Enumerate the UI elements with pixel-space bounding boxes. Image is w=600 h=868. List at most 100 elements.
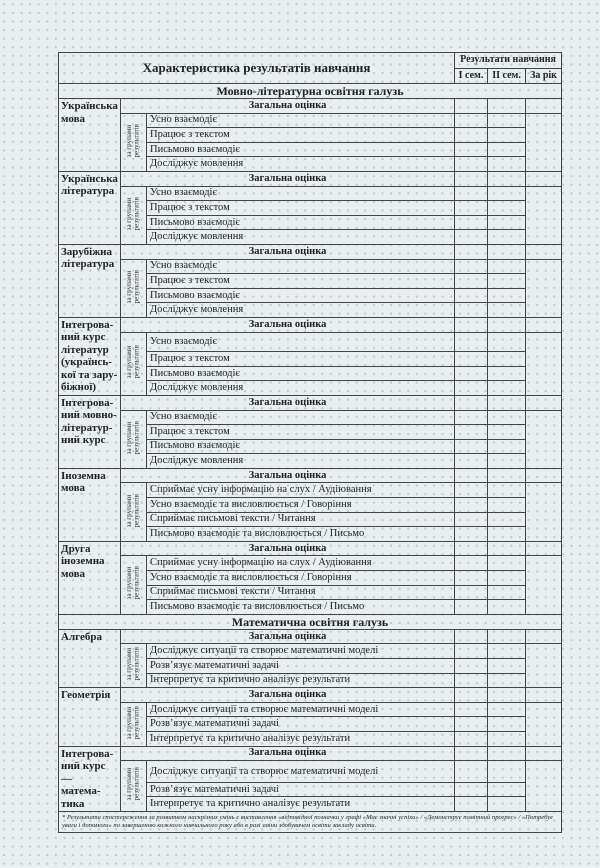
grade-cell-sem2[interactable] bbox=[487, 438, 527, 455]
grade-cell-sem2[interactable] bbox=[487, 687, 527, 703]
grade-cell-sem2[interactable] bbox=[487, 394, 527, 411]
grade-cell-sem1[interactable] bbox=[454, 716, 489, 732]
grade-cell-sem1[interactable] bbox=[454, 112, 489, 129]
grade-cell-sem1[interactable] bbox=[454, 658, 489, 674]
grade-cell-sem2[interactable] bbox=[487, 365, 527, 382]
grade-cell-sem1[interactable] bbox=[454, 351, 489, 367]
grade-cell-sem1[interactable] bbox=[454, 229, 489, 245]
grade-cell-sem1[interactable] bbox=[454, 584, 489, 601]
grade-cell-year[interactable] bbox=[525, 628, 563, 645]
grade-cell-sem1[interactable] bbox=[454, 214, 489, 231]
grade-cell-sem2[interactable] bbox=[487, 214, 527, 231]
grade-cell-sem2[interactable] bbox=[487, 170, 527, 187]
grade-cell-sem1[interactable] bbox=[454, 687, 489, 703]
grade-cell-year[interactable] bbox=[525, 112, 563, 172]
grade-cell-sem2[interactable] bbox=[487, 730, 527, 747]
grade-cell-sem1[interactable] bbox=[454, 467, 489, 484]
grade-cell-sem2[interactable] bbox=[487, 243, 527, 260]
grade-cell-sem2[interactable] bbox=[487, 745, 527, 762]
grade-cell-sem1[interactable] bbox=[454, 643, 489, 659]
grade-cell-sem1[interactable] bbox=[454, 701, 489, 718]
grade-cell-sem1[interactable] bbox=[454, 409, 489, 426]
grade-cell-sem1[interactable] bbox=[454, 730, 489, 747]
grade-cell-sem2[interactable] bbox=[487, 781, 527, 798]
grade-cell-sem1[interactable] bbox=[454, 424, 489, 440]
grade-cell-year[interactable] bbox=[525, 258, 563, 318]
grade-cell-sem2[interactable] bbox=[487, 796, 527, 813]
grade-cell-sem1[interactable] bbox=[454, 628, 489, 645]
grade-cell-year[interactable] bbox=[525, 467, 563, 484]
grade-cell-year[interactable] bbox=[525, 185, 563, 245]
grade-cell-sem2[interactable] bbox=[487, 584, 527, 601]
grade-cell-year[interactable] bbox=[525, 409, 563, 469]
grade-cell-sem1[interactable] bbox=[454, 258, 489, 275]
grade-cell-sem2[interactable] bbox=[487, 570, 527, 586]
grade-cell-sem2[interactable] bbox=[487, 760, 527, 783]
grade-cell-sem2[interactable] bbox=[487, 497, 527, 513]
grade-cell-year[interactable] bbox=[525, 316, 563, 333]
grade-cell-sem2[interactable] bbox=[487, 672, 527, 689]
grade-cell-sem1[interactable] bbox=[454, 555, 489, 572]
grade-cell-sem1[interactable] bbox=[454, 599, 489, 615]
grade-cell-sem1[interactable] bbox=[454, 745, 489, 762]
grade-cell-sem1[interactable] bbox=[454, 497, 489, 513]
grade-cell-sem2[interactable] bbox=[487, 229, 527, 245]
grade-cell-sem2[interactable] bbox=[487, 273, 527, 289]
grade-cell-sem1[interactable] bbox=[454, 482, 489, 499]
grade-cell-sem2[interactable] bbox=[487, 185, 527, 202]
grade-cell-sem1[interactable] bbox=[454, 380, 489, 396]
grade-cell-sem1[interactable] bbox=[454, 781, 489, 798]
grade-cell-sem1[interactable] bbox=[454, 200, 489, 216]
grade-cell-sem2[interactable] bbox=[487, 453, 527, 469]
grade-cell-year[interactable] bbox=[525, 482, 563, 542]
grade-cell-year[interactable] bbox=[525, 687, 563, 703]
grade-cell-sem1[interactable] bbox=[454, 331, 489, 353]
grade-cell-year[interactable] bbox=[525, 170, 563, 187]
grade-cell-sem1[interactable] bbox=[454, 438, 489, 455]
grade-cell-sem2[interactable] bbox=[487, 380, 527, 396]
grade-cell-year[interactable] bbox=[525, 540, 563, 557]
grade-cell-sem2[interactable] bbox=[487, 482, 527, 499]
grade-cell-sem1[interactable] bbox=[454, 672, 489, 689]
grade-cell-sem1[interactable] bbox=[454, 394, 489, 411]
grade-cell-sem2[interactable] bbox=[487, 98, 527, 114]
grade-cell-year[interactable] bbox=[525, 555, 563, 615]
grade-cell-sem1[interactable] bbox=[454, 185, 489, 202]
grade-cell-sem1[interactable] bbox=[454, 302, 489, 318]
grade-cell-sem1[interactable] bbox=[454, 540, 489, 557]
grade-cell-year[interactable] bbox=[525, 701, 563, 747]
grade-cell-year[interactable] bbox=[525, 760, 563, 813]
grade-cell-sem2[interactable] bbox=[487, 599, 527, 615]
grade-cell-sem2[interactable] bbox=[487, 351, 527, 367]
grade-cell-sem1[interactable] bbox=[454, 243, 489, 260]
grade-cell-year[interactable] bbox=[525, 243, 563, 260]
grade-cell-sem2[interactable] bbox=[487, 511, 527, 528]
grade-cell-sem2[interactable] bbox=[487, 658, 527, 674]
grade-cell-sem2[interactable] bbox=[487, 424, 527, 440]
grade-cell-sem1[interactable] bbox=[454, 273, 489, 289]
grade-cell-sem2[interactable] bbox=[487, 331, 527, 353]
grade-cell-year[interactable] bbox=[525, 745, 563, 762]
grade-cell-sem2[interactable] bbox=[487, 316, 527, 333]
grade-cell-sem2[interactable] bbox=[487, 526, 527, 542]
grade-cell-sem1[interactable] bbox=[454, 287, 489, 304]
grade-cell-sem2[interactable] bbox=[487, 467, 527, 484]
grade-cell-sem1[interactable] bbox=[454, 127, 489, 143]
grade-cell-sem1[interactable] bbox=[454, 796, 489, 813]
grade-cell-sem1[interactable] bbox=[454, 98, 489, 114]
grade-cell-sem2[interactable] bbox=[487, 200, 527, 216]
grade-cell-sem2[interactable] bbox=[487, 701, 527, 718]
grade-cell-year[interactable] bbox=[525, 331, 563, 396]
grade-cell-sem2[interactable] bbox=[487, 287, 527, 304]
grade-cell-sem2[interactable] bbox=[487, 643, 527, 659]
grade-cell-sem1[interactable] bbox=[454, 365, 489, 382]
grade-cell-sem1[interactable] bbox=[454, 760, 489, 783]
grade-cell-sem2[interactable] bbox=[487, 127, 527, 143]
grade-cell-sem2[interactable] bbox=[487, 141, 527, 158]
grade-cell-sem2[interactable] bbox=[487, 628, 527, 645]
grade-cell-sem2[interactable] bbox=[487, 555, 527, 572]
grade-cell-sem1[interactable] bbox=[454, 170, 489, 187]
grade-cell-sem1[interactable] bbox=[454, 511, 489, 528]
grade-cell-sem2[interactable] bbox=[487, 716, 527, 732]
grade-cell-sem1[interactable] bbox=[454, 156, 489, 172]
